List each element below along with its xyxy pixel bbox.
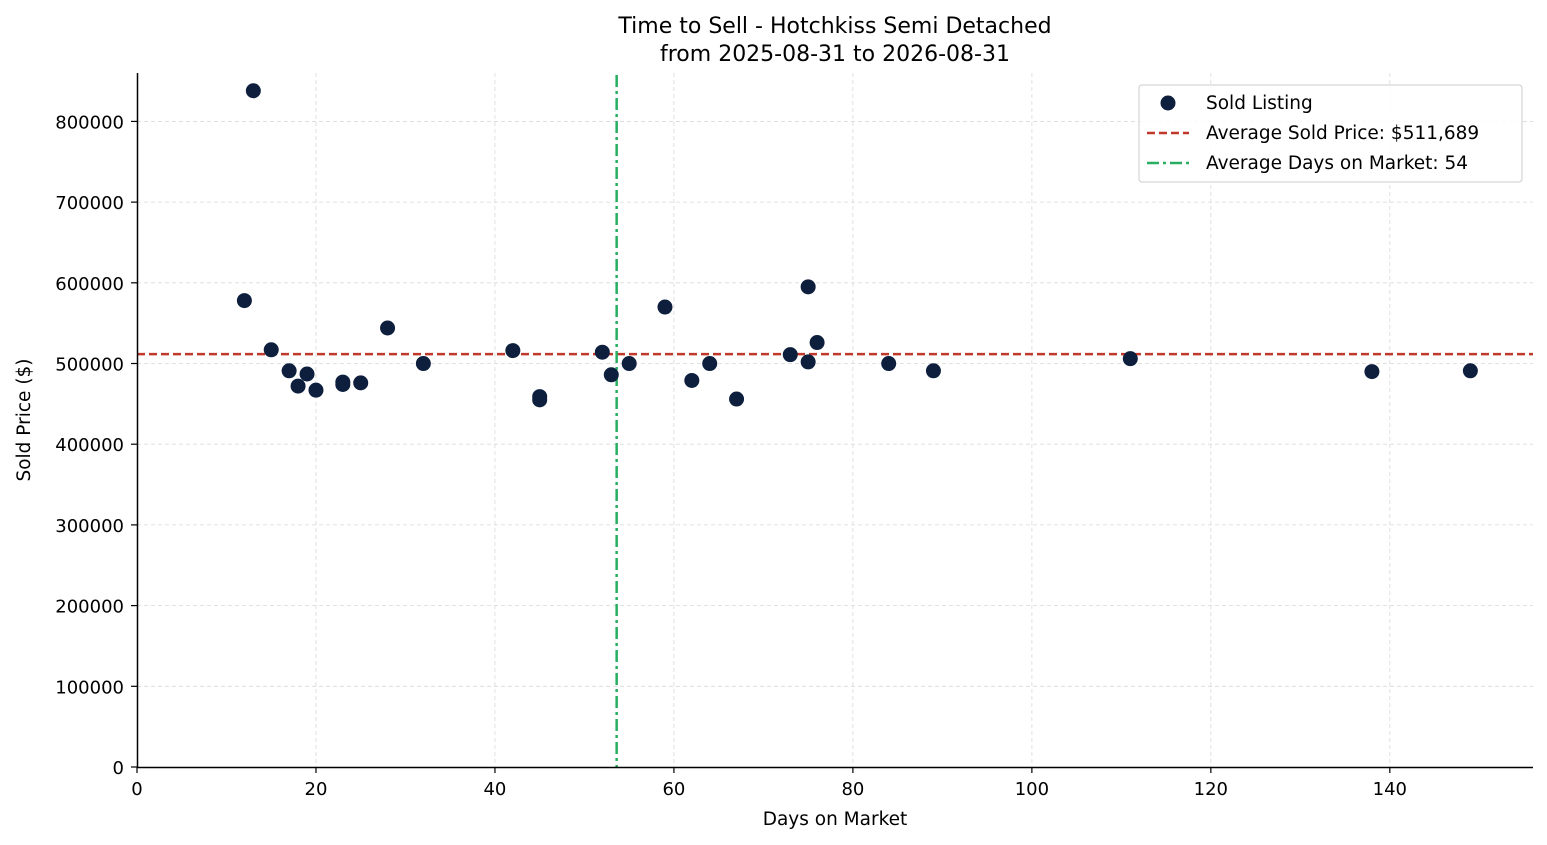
y-axis-ticks: 0 100000 200000 300000 400000 500000 600000 700… bbox=[55, 112, 137, 779]
y-tick-label: 300000 bbox=[55, 516, 124, 537]
y-tick-label: 0 bbox=[113, 758, 124, 779]
reference-lines bbox=[137, 75, 1533, 767]
sold-listing-point bbox=[415, 356, 431, 372]
x-tick-label: 80 bbox=[841, 779, 864, 800]
y-tick-label: 100000 bbox=[55, 677, 124, 698]
y-tick-label: 400000 bbox=[55, 435, 124, 456]
sold-listing-point bbox=[684, 372, 700, 388]
sold-listing-point bbox=[505, 343, 521, 359]
sold-listing-point bbox=[594, 344, 610, 360]
sold-listing-point bbox=[809, 335, 825, 351]
y-tick-label: 600000 bbox=[55, 274, 124, 295]
sold-listing-point bbox=[236, 293, 252, 309]
sold-listing-point bbox=[800, 279, 816, 295]
y-tick-label: 700000 bbox=[55, 193, 124, 214]
legend-box bbox=[1138, 84, 1523, 183]
sold-listing-point bbox=[621, 356, 637, 372]
x-tick-label: 120 bbox=[1194, 779, 1228, 800]
sold-listing-point bbox=[263, 342, 279, 358]
sold-listing-point bbox=[782, 347, 798, 363]
sold-listing-point bbox=[881, 356, 897, 372]
x-axis-label: Days on Market bbox=[763, 809, 908, 830]
sold-listing-point bbox=[290, 378, 306, 394]
sold-listing-point bbox=[299, 366, 315, 382]
legend-marker-sold-listing bbox=[1160, 95, 1176, 111]
legend-label-average-price: Average Sold Price: $511,689 bbox=[1206, 123, 1479, 144]
x-tick-label: 140 bbox=[1373, 779, 1407, 800]
x-tick-label: 40 bbox=[483, 779, 506, 800]
sold-listing-point bbox=[1122, 351, 1138, 367]
y-tick-label: 500000 bbox=[55, 355, 124, 376]
sold-listing-point bbox=[603, 367, 619, 383]
y-tick-label: 200000 bbox=[55, 597, 124, 618]
sold-listing-point bbox=[245, 83, 261, 99]
chart-title: Time to Sell - Hotchkiss Semi Detached bbox=[617, 14, 1051, 39]
sold-listing-point bbox=[1462, 363, 1478, 379]
sold-listing-point bbox=[657, 299, 673, 315]
sold-listing-point bbox=[308, 382, 324, 398]
sold-listing-point bbox=[800, 354, 816, 370]
legend-label-sold-listing: Sold Listing bbox=[1206, 93, 1313, 114]
sold-listing-point bbox=[729, 391, 745, 407]
y-tick-label: 800000 bbox=[55, 112, 124, 133]
chart-subtitle: from 2025-08-31 to 2026-08-31 bbox=[660, 42, 1010, 67]
sold-listing-point bbox=[281, 363, 297, 379]
y-axis-label: Sold Price ($) bbox=[14, 358, 35, 481]
sold-listing-point bbox=[925, 363, 941, 379]
x-tick-label: 60 bbox=[662, 779, 685, 800]
sold-listing-point bbox=[702, 356, 718, 372]
x-tick-label: 0 bbox=[131, 779, 142, 800]
x-axis-ticks: 0 20 40 60 80 100 120 140 bbox=[131, 767, 1407, 800]
sold-listing-point bbox=[353, 375, 369, 391]
legend: Sold Listing Average Sold Price: $511,68… bbox=[1138, 84, 1523, 183]
legend-label-average-days: Average Days on Market: 54 bbox=[1206, 153, 1468, 174]
data-points bbox=[236, 83, 1478, 408]
x-tick-label: 20 bbox=[305, 779, 328, 800]
sold-listing-point bbox=[335, 376, 351, 392]
x-tick-label: 100 bbox=[1015, 779, 1049, 800]
sold-listing-point bbox=[380, 320, 396, 336]
sold-listing-point bbox=[532, 392, 548, 408]
sold-listing-point bbox=[1364, 364, 1380, 380]
